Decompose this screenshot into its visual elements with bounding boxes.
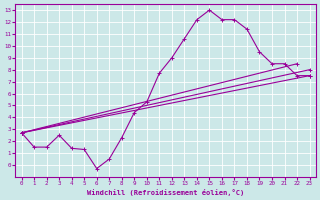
X-axis label: Windchill (Refroidissement éolien,°C): Windchill (Refroidissement éolien,°C) [87,189,244,196]
